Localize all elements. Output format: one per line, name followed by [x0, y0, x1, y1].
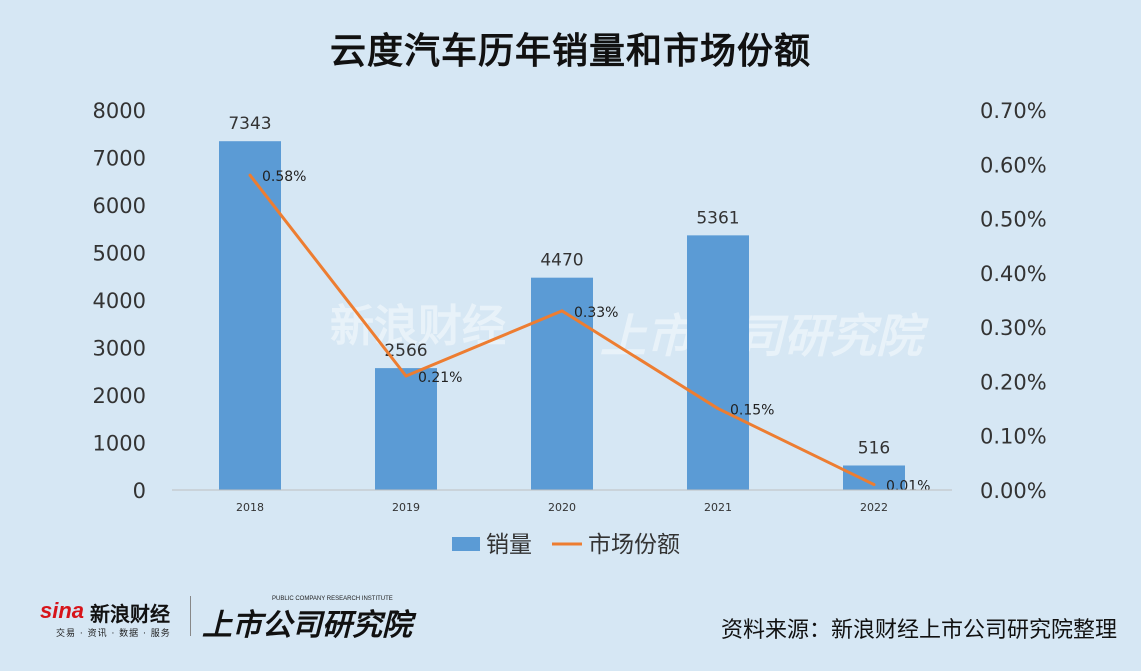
legend: 销量 市场份额: [452, 532, 680, 558]
line-point: [404, 374, 408, 378]
right-axis-tick-label: 0.30%: [980, 316, 1047, 340]
bar-data-label: 5361: [696, 208, 739, 228]
legend-label-bar: 销量: [486, 532, 532, 558]
bar-data-label: 4470: [540, 251, 583, 271]
bar: [375, 368, 437, 490]
line-point: [872, 483, 876, 487]
x-axis-tick-label: 2018: [236, 501, 264, 514]
right-axis-tick-label: 0.60%: [980, 153, 1047, 177]
left-axis-tick-label: 0: [133, 479, 146, 503]
source-note: 资料来源：新浪财经上市公司研究院整理: [720, 618, 1117, 643]
line-point: [248, 173, 252, 177]
left-axis-tick-label: 5000: [93, 242, 146, 266]
left-axis-tick-label: 1000: [93, 432, 146, 456]
bar-series: [219, 141, 905, 490]
line-data-label: 0.33%: [574, 305, 618, 321]
left-axis-tick-label: 7000: [93, 147, 146, 171]
line-point: [560, 309, 564, 313]
institute-logo-text: 上市公司研究院: [202, 608, 412, 643]
bar: [687, 235, 749, 490]
footer-logo: sina 新浪财经 交易 · 资讯 · 数据 · 服务 上市公司研究院 PUBL…: [40, 596, 420, 643]
left-axis-tick-label: 8000: [93, 99, 146, 123]
right-axis-tick-label: 0.10%: [980, 425, 1047, 449]
watermark-sina: 新浪财经: [330, 301, 506, 352]
legend-label-line: 市场份额: [588, 532, 680, 558]
line-data-label: 0.21%: [418, 370, 462, 386]
chart-title: 云度汽车历年销量和市场份额: [329, 31, 811, 72]
x-axis-tick-label: 2019: [392, 501, 420, 514]
sina-logo: sina: [40, 598, 85, 623]
bar: [219, 141, 281, 490]
bar: [531, 277, 593, 490]
right-axis-tick-label: 0.70%: [980, 99, 1047, 123]
sina-tagline: 交易 · 资讯 · 数据 · 服务: [56, 629, 171, 639]
left-axis: 0 1000 2000 3000 4000 5000 6000 7000 8000: [93, 99, 146, 503]
line-data-label: 0.01%: [886, 479, 930, 495]
x-axis: 2018 2019 2020 2021 2022: [172, 489, 952, 514]
x-axis-tick-label: 2021: [704, 501, 732, 514]
sina-finance-logo-text: 新浪财经: [90, 602, 170, 626]
line-point: [716, 407, 720, 411]
line-labels: 0.58% 0.21% 0.33% 0.15% 0.01%: [262, 169, 930, 494]
bar-data-label: 2566: [384, 341, 427, 361]
right-axis-tick-label: 0.20%: [980, 370, 1047, 394]
left-axis-tick-label: 6000: [93, 194, 146, 218]
watermark-institute: 上市公司研究院: [600, 309, 922, 363]
line-series: [248, 173, 876, 487]
bar-labels: 7343 2566 4470 5361 516: [228, 114, 890, 458]
left-axis-tick-label: 3000: [93, 337, 146, 361]
x-axis-tick-label: 2020: [548, 501, 576, 514]
legend-swatch-bar: [452, 537, 480, 551]
right-axis: 0.00% 0.10% 0.20% 0.30% 0.40% 0.50% 0.60% 0.70%: [980, 99, 1047, 503]
line-data-label: 0.58%: [262, 169, 306, 185]
logo-divider: [190, 596, 191, 636]
x-axis-tick-label: 2022: [860, 501, 888, 514]
right-axis-tick-label: 0.40%: [980, 262, 1047, 286]
institute-english-name: PUBLIC COMPANY RESEARCH INSTITUTE: [272, 596, 393, 602]
bar-data-label: 7343: [228, 114, 271, 134]
right-axis-tick-label: 0.50%: [980, 208, 1047, 232]
line-data-label: 0.15%: [730, 403, 774, 419]
bar-data-label: 516: [858, 438, 890, 458]
right-axis-tick-label: 0.00%: [980, 479, 1047, 503]
left-axis-tick-label: 4000: [93, 289, 146, 313]
left-axis-tick-label: 2000: [93, 384, 146, 408]
